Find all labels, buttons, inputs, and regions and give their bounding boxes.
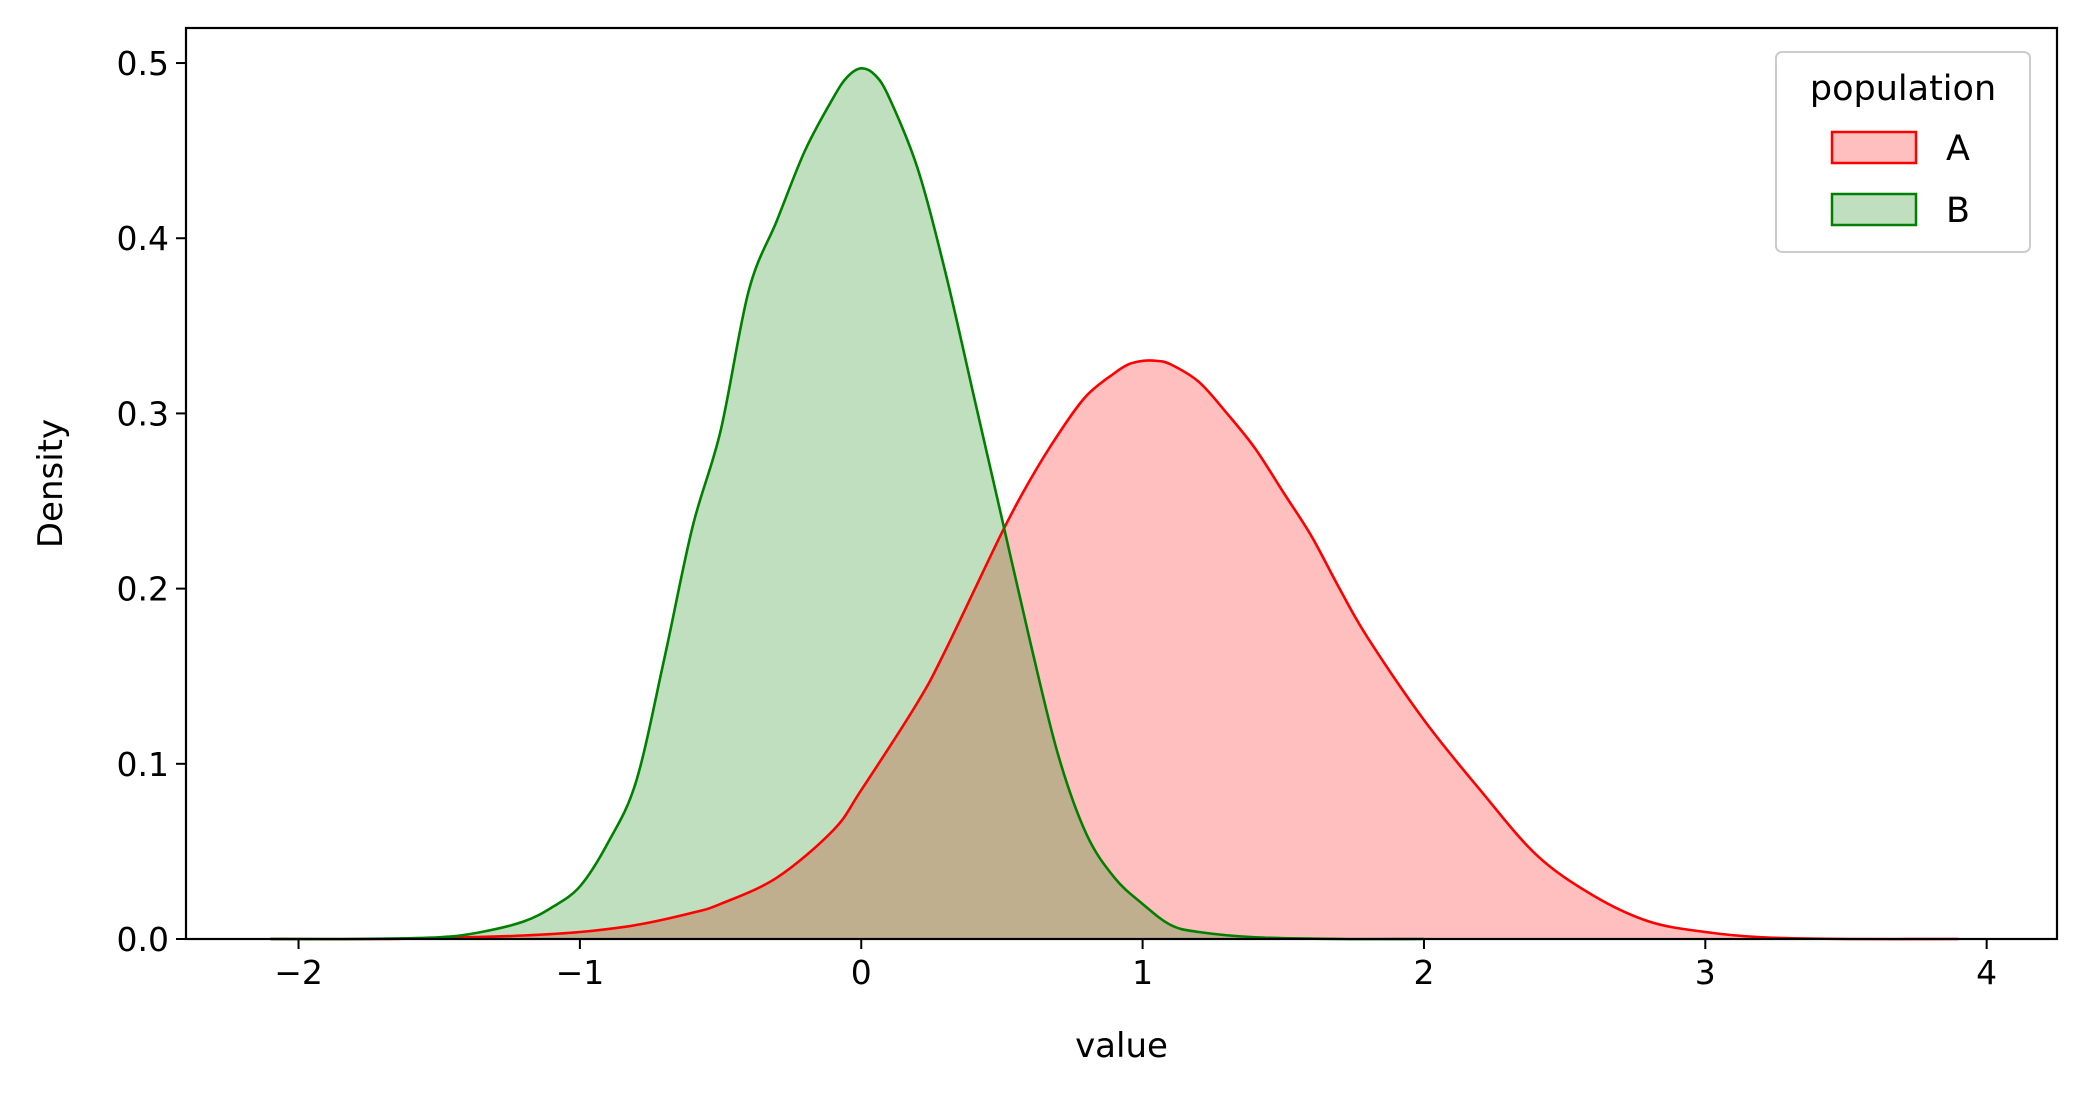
x-tick-label: −1 — [556, 953, 605, 992]
legend-swatch-a — [1830, 130, 1918, 165]
legend-swatch-b — [1830, 192, 1918, 227]
legend-entries: AB — [1830, 129, 1970, 231]
x-tick-label: 2 — [1413, 953, 1434, 992]
y-axis-ticks: 0.0 0.1 0.2 0.3 0.4 0.5 — [117, 44, 186, 959]
y-axis-label: Density — [31, 419, 71, 548]
density-line-a — [270, 359, 1959, 941]
y-tick-label: 0.0 — [117, 920, 169, 959]
y-tick-label: 0.5 — [117, 44, 169, 83]
x-tick-label: 3 — [1695, 953, 1716, 992]
y-tick-label: 0.1 — [117, 745, 169, 784]
y-tick-label: 0.2 — [117, 570, 169, 609]
y-tick-label: 0.3 — [117, 394, 169, 433]
legend: population AB — [1775, 51, 2031, 253]
plot-frame — [184, 26, 2059, 941]
x-tick-label: 1 — [1132, 953, 1153, 992]
x-tick-label: 4 — [1976, 953, 1997, 992]
x-axis-label: value — [1075, 1026, 1168, 1066]
density-line-b — [270, 66, 1424, 941]
density-area-a — [270, 360, 1959, 940]
density-area-b — [270, 68, 1424, 940]
x-axis-ticks: −2 −1 0 1 2 3 4 — [274, 939, 1997, 992]
y-tick-label: 0.4 — [117, 219, 169, 258]
density-lines — [270, 66, 1959, 941]
legend-label-b: B — [1946, 191, 1970, 231]
legend-box — [1775, 51, 2031, 253]
x-tick-label: 0 — [851, 953, 872, 992]
x-tick-label: −2 — [274, 953, 323, 992]
legend-label-a: A — [1946, 129, 1970, 169]
density-fills — [270, 68, 1959, 940]
legend-title: population — [1810, 69, 1996, 109]
